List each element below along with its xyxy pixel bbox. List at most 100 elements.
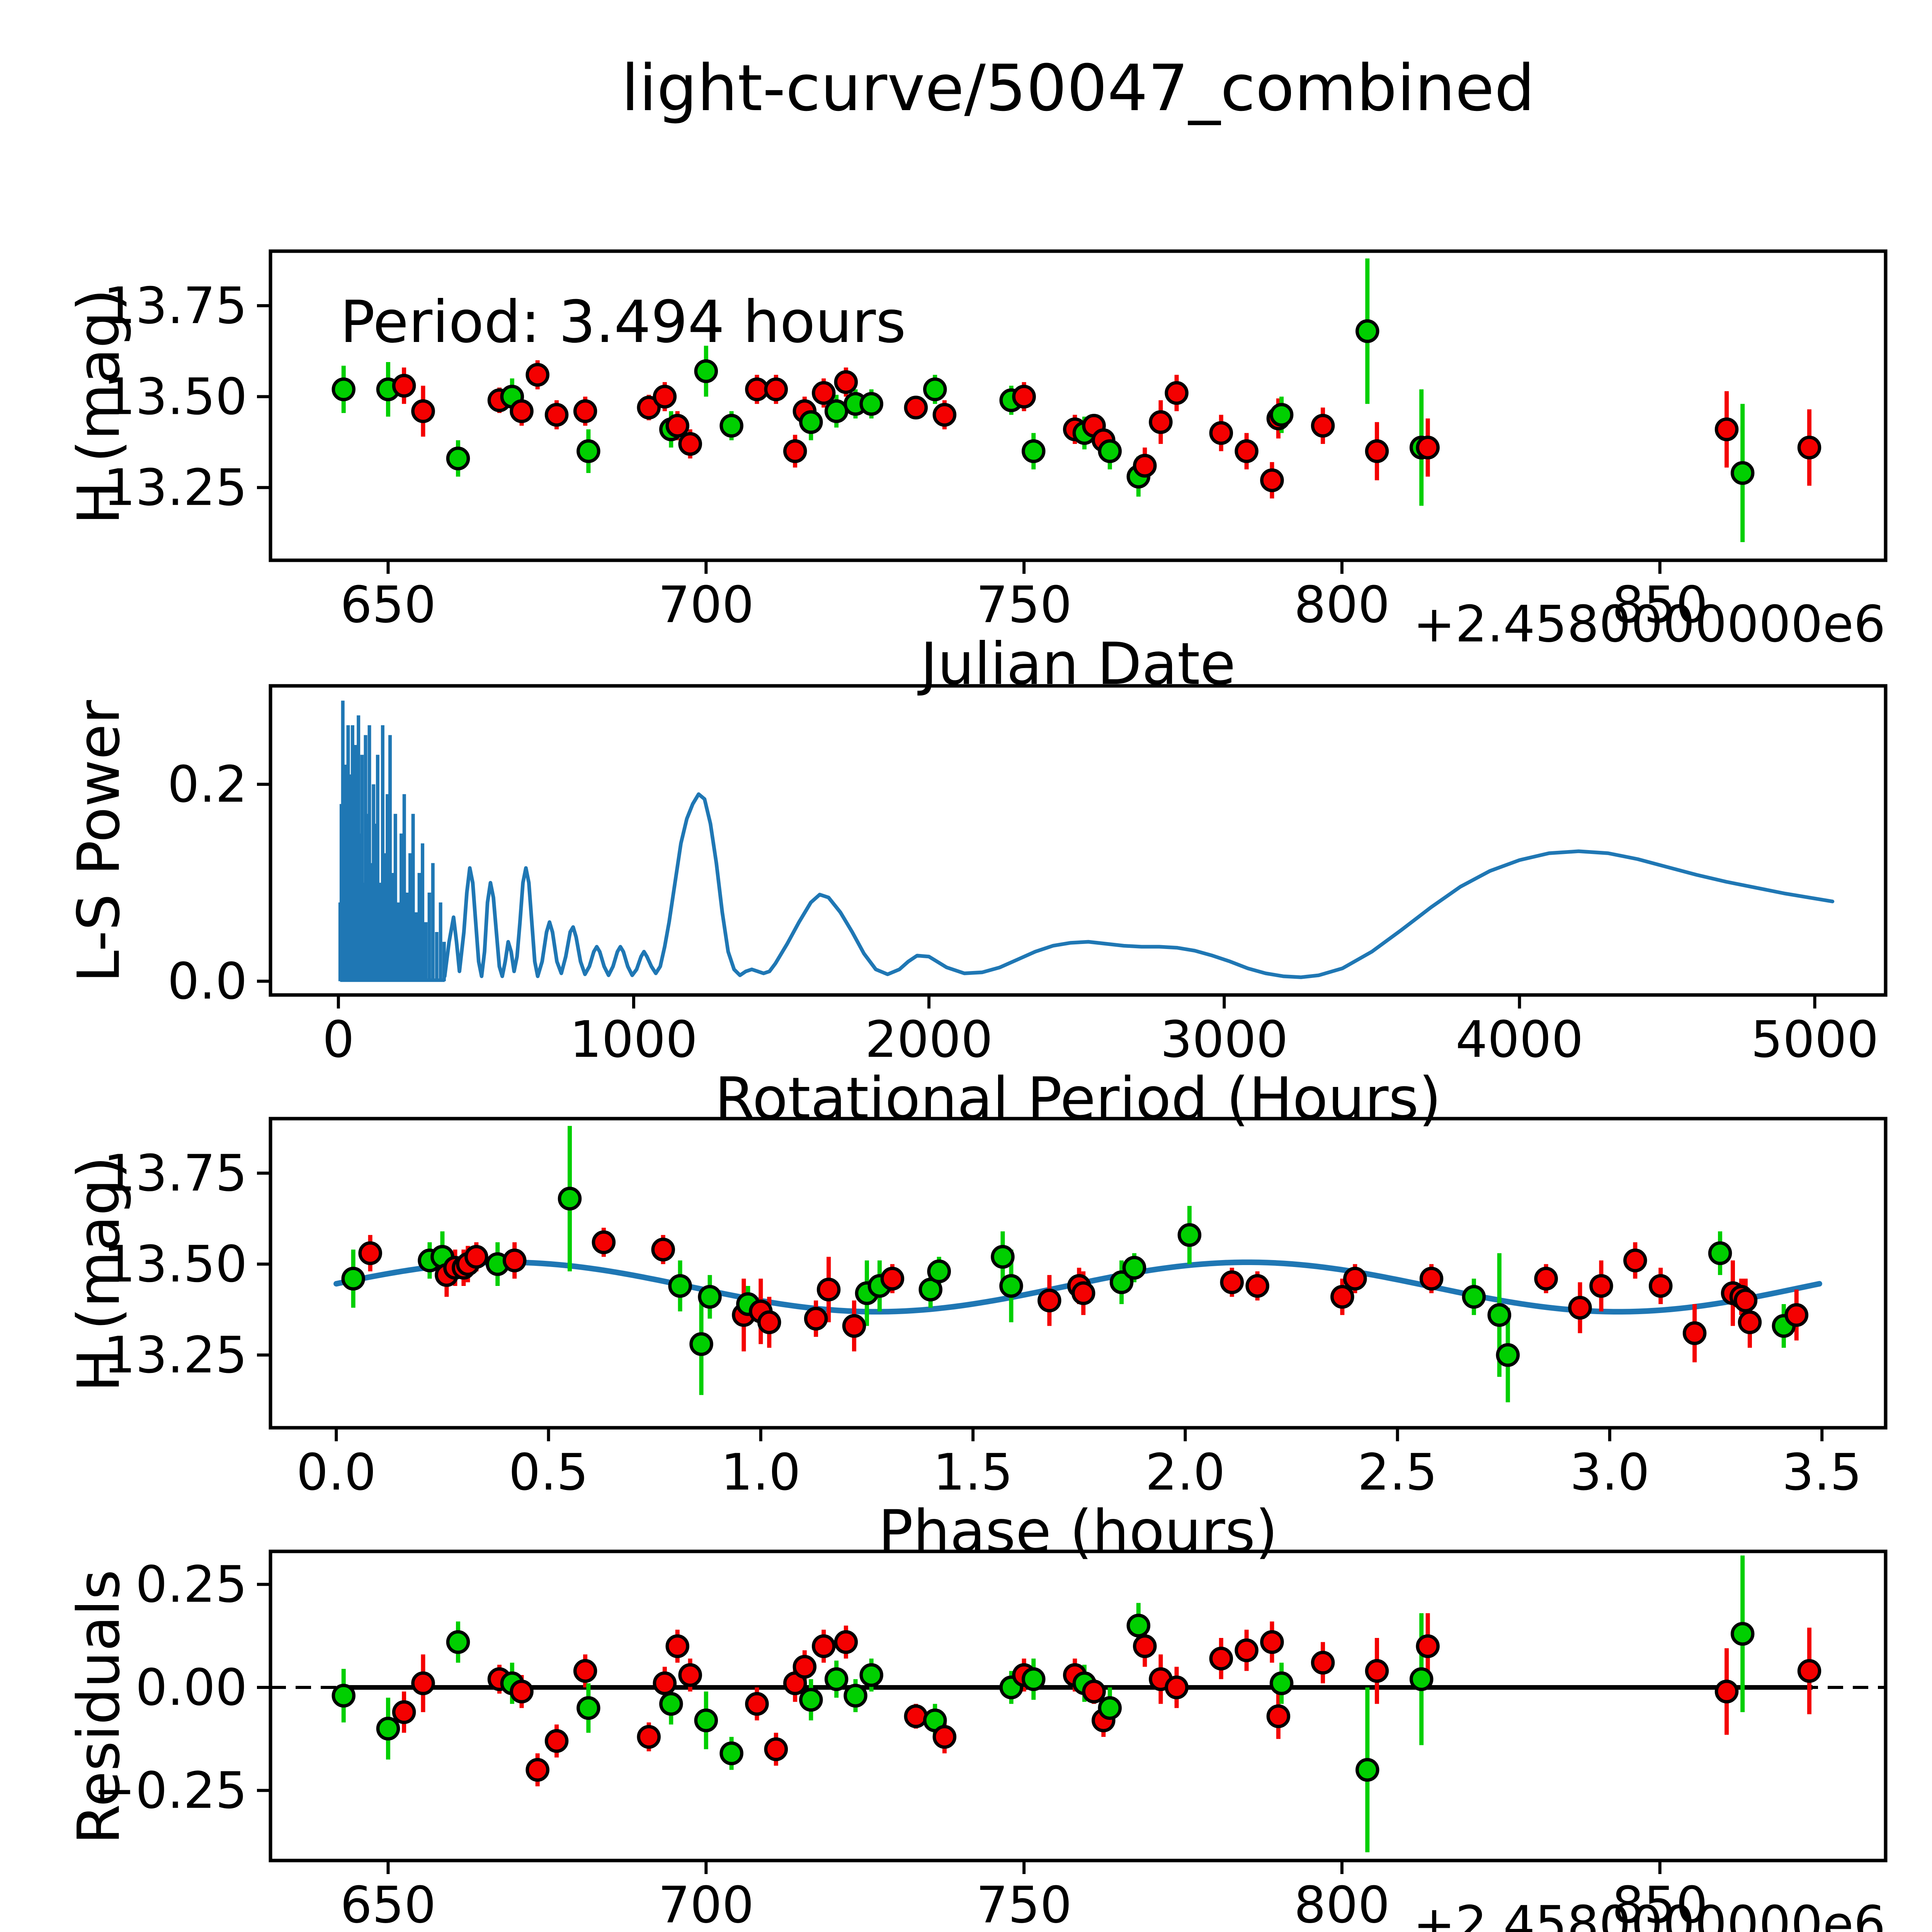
x-axis-label-lightcurve: Julian Date	[920, 632, 1236, 699]
data-point-g	[659, 1692, 683, 1716]
data-point-r	[1165, 1675, 1189, 1699]
data-point-r	[1037, 1288, 1061, 1313]
x-axis-offset-residuals: +2.4580000000e6	[1413, 1897, 1886, 1932]
tick-label: 0.0	[296, 1443, 376, 1502]
data-point-g	[824, 1667, 849, 1691]
tick-label: 2.0	[1145, 1443, 1225, 1502]
data-point-g	[1462, 1285, 1486, 1309]
data-point-r	[764, 377, 788, 401]
data-point-r	[1235, 1638, 1259, 1662]
data-point-g	[859, 392, 883, 416]
data-point-g	[668, 1274, 692, 1298]
data-point-r	[502, 1248, 527, 1272]
tick-label: 850	[1612, 575, 1708, 634]
tick-label: 13.75	[104, 1144, 247, 1202]
data-point-r	[1534, 1267, 1558, 1291]
tick-label: 3.5	[1782, 1443, 1862, 1502]
data-point-r	[1071, 1281, 1095, 1305]
data-point-g	[824, 399, 849, 423]
data-point-r	[1209, 421, 1233, 445]
data-point-r	[1714, 1679, 1739, 1704]
tick-label: −0.25	[94, 1761, 247, 1820]
data-point-g	[558, 1187, 582, 1211]
data-point-r	[1330, 1285, 1354, 1309]
data-point-r	[932, 1725, 957, 1749]
data-point-g	[689, 1332, 713, 1356]
tick-label: 1.0	[721, 1443, 801, 1502]
tick-label: 13.25	[104, 458, 247, 517]
data-point-r	[526, 1758, 549, 1782]
phase-axes: 0.0 0.5 1.0 1.5 2.0 2.5 3.0 3.5 13.25 13.50 13.75	[104, 1117, 1888, 1502]
data-point-r	[793, 1655, 817, 1679]
data-point-r	[653, 1671, 677, 1696]
data-point-g	[1109, 1270, 1134, 1294]
data-point-r	[764, 1737, 788, 1761]
data-point-g	[991, 1245, 1015, 1269]
residuals-axes: 650 700 750 800 850 −0.25 0.00 0.25	[94, 1549, 1888, 1932]
data-point-r	[544, 1729, 569, 1753]
y-axis-label-residuals: Residuals	[66, 1569, 134, 1845]
residuals-errorbars	[341, 1555, 1812, 1852]
data-point-r	[1082, 1679, 1106, 1704]
data-point-r	[932, 403, 957, 427]
data-point-g	[927, 1259, 951, 1284]
data-point-g	[446, 1630, 470, 1654]
tick-label: 0.2	[167, 755, 247, 814]
data-point-r	[1235, 439, 1259, 463]
data-point-r	[757, 1310, 781, 1334]
data-point-r	[834, 370, 858, 394]
data-point-r	[1165, 381, 1189, 405]
data-point-r	[665, 1634, 689, 1658]
data-point-r	[1311, 414, 1335, 438]
data-point-g	[1098, 439, 1122, 463]
data-point-r	[544, 403, 569, 427]
data-point-r	[573, 399, 597, 423]
data-point-r	[1133, 1634, 1157, 1658]
data-point-g	[859, 1663, 883, 1687]
data-point-r	[1784, 1303, 1809, 1327]
data-point-r	[464, 1245, 488, 1269]
data-point-r	[1589, 1274, 1613, 1298]
tick-label: 13.75	[104, 276, 247, 335]
data-point-r	[1365, 439, 1389, 463]
data-point-r	[1738, 1310, 1762, 1334]
data-point-r	[842, 1314, 866, 1338]
data-point-r	[1260, 1630, 1284, 1654]
data-point-r	[1797, 435, 1821, 459]
data-point-r	[1714, 417, 1739, 441]
y-axis-label-phase: H (mag)	[66, 1156, 134, 1392]
data-point-r	[1416, 435, 1440, 459]
data-point-r	[783, 439, 807, 463]
tick-label: 13.50	[104, 1235, 247, 1293]
data-point-g	[1122, 1256, 1146, 1280]
lightcurve-markers	[332, 319, 1821, 492]
data-point-r	[1649, 1274, 1673, 1298]
data-point-r	[526, 363, 549, 387]
data-point-r	[1682, 1321, 1707, 1345]
data-point-r	[816, 1277, 841, 1302]
tick-label: 800	[1294, 575, 1390, 634]
data-point-r	[651, 1238, 675, 1262]
phase-markers	[341, 1187, 1809, 1367]
tick-label: 700	[658, 575, 754, 634]
data-point-r	[811, 381, 836, 405]
data-point-r	[1419, 1267, 1444, 1291]
data-point-g	[1269, 403, 1294, 427]
data-point-r	[880, 1267, 905, 1291]
lightcurve-axes: 650 700 750 800 850 13.25 13.50 13.75	[104, 249, 1888, 634]
tick-label: 650	[340, 1876, 436, 1932]
data-point-r	[653, 384, 677, 409]
tick-label: 1000	[570, 1010, 698, 1069]
data-point-r	[678, 432, 702, 456]
periodogram-curve	[443, 792, 1835, 979]
data-point-r	[392, 374, 416, 398]
data-point-r	[811, 1634, 836, 1658]
data-point-r	[904, 1704, 928, 1728]
period-annotation: Period: 3.494 hours	[340, 290, 906, 357]
data-point-r	[745, 377, 769, 401]
data-point-g	[332, 1684, 356, 1708]
data-point-r	[573, 1659, 597, 1683]
data-point-r	[1266, 1704, 1291, 1728]
tick-label: 700	[658, 1876, 754, 1932]
data-point-r	[1343, 1267, 1367, 1291]
